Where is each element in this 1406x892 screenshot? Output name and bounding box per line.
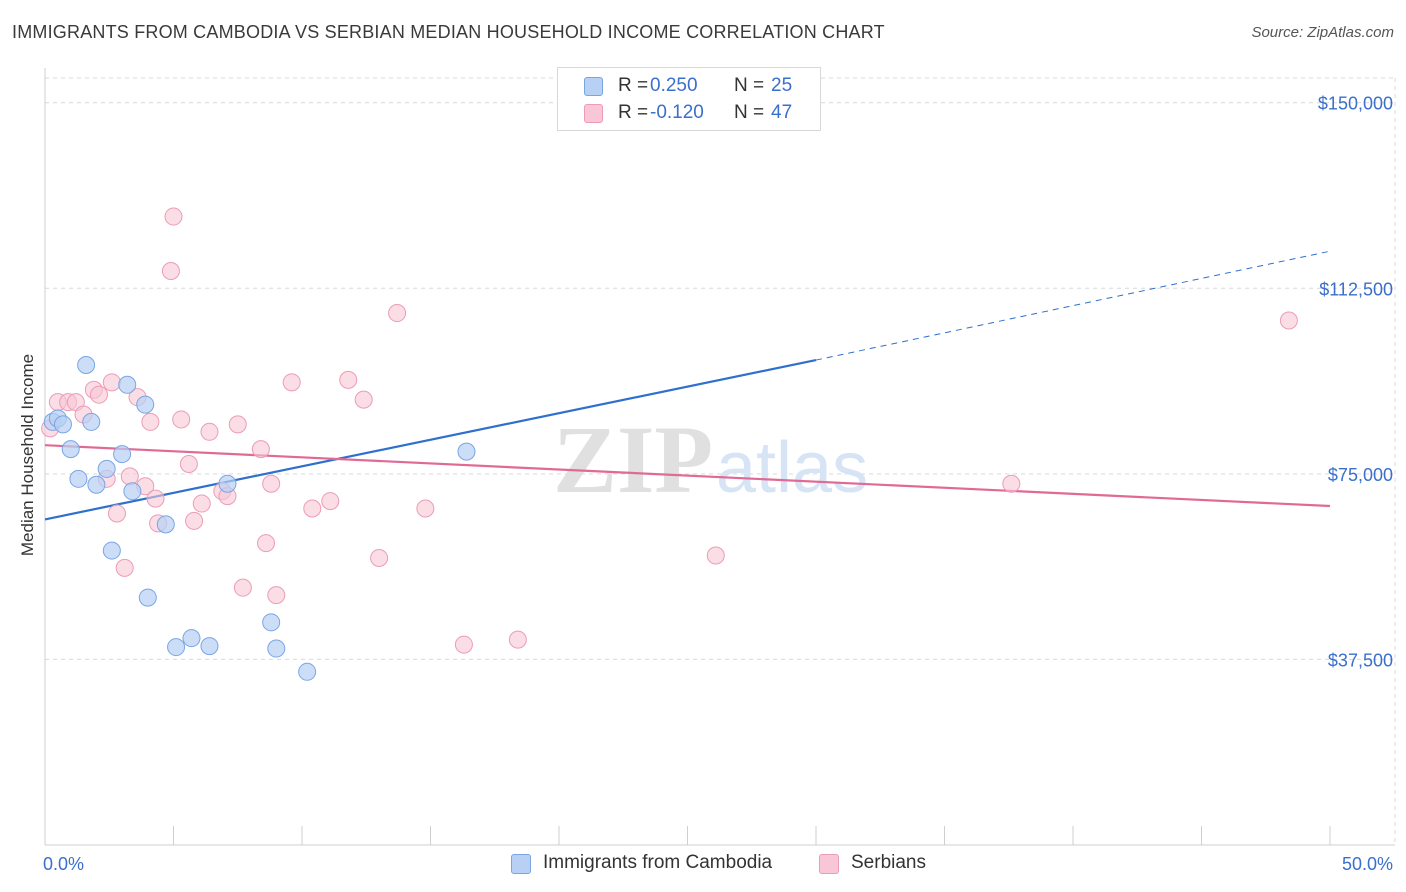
data-point-serbians [102,373,121,392]
data-point-cambodia [218,474,237,493]
data-point-serbians [257,534,276,553]
data-point-cambodia [87,475,106,494]
data-point-serbians [339,370,358,389]
y-tick-label: $150,000 [1318,94,1393,114]
watermark-atlas: atlas [716,428,868,508]
bottom-legend-swatch-blue [511,854,531,874]
data-point-serbians [161,261,180,280]
axes [44,68,1395,846]
y-tick-label: $37,500 [1328,650,1393,670]
data-point-serbians [146,489,165,508]
data-point-serbians [706,546,725,565]
data-point-cambodia [262,613,281,632]
trend-line-cambodia [44,358,817,521]
data-point-cambodia [97,459,116,478]
bottom-legend-label: Serbians [851,852,926,873]
tick-labels: $37,500 $75,000 $112,500 $150,000 0.0% 50.0% [43,94,1393,874]
legend-r-value: 0.250 [650,75,698,96]
trend-line-cambodia-extension [815,250,1331,361]
data-point-serbians [321,492,340,511]
data-point-serbians [192,494,211,513]
source-label: Source: ZipAtlas.com [1251,24,1394,41]
data-point-cambodia [156,515,175,534]
data-point-serbians [228,415,247,434]
data-point-serbians [508,630,527,649]
data-point-cambodia [61,440,80,459]
correlation-legend: R = 0.250 N = 25 R = -0.120 N = 47 [557,67,821,131]
legend-r-label: R = [618,102,649,123]
data-point-serbians [115,558,134,577]
data-point-cambodia [138,588,157,607]
data-point-serbians [233,578,252,597]
bottom-legend-swatch-pink [819,854,839,874]
y-tick-label: $112,500 [1319,279,1393,299]
data-point-cambodia [82,412,101,431]
data-point-cambodia [298,662,317,681]
data-point-serbians [354,390,373,409]
legend-n-label: N = [734,75,765,96]
data-point-cambodia [200,637,219,656]
data-point-cambodia [53,415,72,434]
legend-n-value: 25 [771,75,793,96]
legend-n-value: 47 [771,102,793,123]
data-point-cambodia [102,541,121,560]
bottom-legend-label: Immigrants from Cambodia [543,852,773,873]
legend-swatch-pink [584,104,603,123]
x-tick-label: 50.0% [1342,854,1393,874]
data-point-serbians [282,373,301,392]
legend-r-label: R = [618,75,649,96]
data-point-serbians [185,511,204,530]
data-point-serbians [370,548,389,567]
data-point-cambodia [136,395,155,414]
data-point-serbians [416,499,435,518]
data-point-serbians [303,499,322,518]
data-point-cambodia [167,638,186,657]
watermark-zip: ZIP [553,406,713,513]
data-points [41,93,1298,681]
data-point-cambodia [113,445,132,464]
x-tick-label: 0.0% [43,854,84,874]
y-tick-label: $75,000 [1328,465,1393,485]
data-point-serbians [179,454,198,473]
data-point-serbians [388,304,407,323]
data-point-serbians [120,467,139,486]
data-point-cambodia [267,639,286,658]
chart-title: IMMIGRANTS FROM CAMBODIA VS SERBIAN MEDI… [12,22,885,42]
data-point-serbians [172,410,191,429]
data-point-serbians [1279,311,1298,330]
data-point-serbians [251,440,270,459]
data-point-cambodia [69,469,88,488]
data-point-serbians [107,504,126,523]
data-point-cambodia [123,482,142,501]
data-point-serbians [89,385,108,404]
data-point-serbians [454,635,473,654]
y-axis-title: Median Household Income [18,353,37,557]
data-point-cambodia [118,375,137,394]
data-point-serbians [200,422,219,441]
data-point-cambodia [182,629,201,648]
data-point-serbians [164,207,183,226]
data-point-serbians [262,474,281,493]
data-point-serbians [267,586,286,605]
legend-r-value: -0.120 [650,102,704,123]
data-point-cambodia [457,442,476,461]
data-point-cambodia [77,356,96,375]
legend-swatch-blue [584,77,603,96]
data-point-serbians [1002,474,1021,493]
legend-n-label: N = [734,102,765,123]
data-point-serbians [141,412,160,431]
